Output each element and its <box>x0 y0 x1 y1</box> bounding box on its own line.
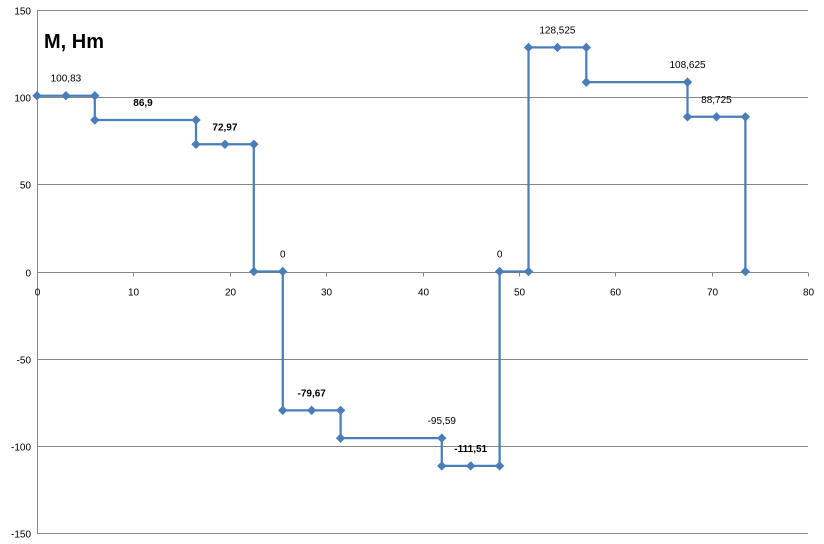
data-point-marker <box>465 461 476 471</box>
chart-title: M, Hm <box>44 31 104 53</box>
x-tick-label: 10 <box>128 288 140 299</box>
data-point-marker <box>682 77 693 87</box>
y-tick-label: -50 <box>17 356 32 367</box>
markers <box>32 42 751 471</box>
x-tick-label: 80 <box>803 288 815 299</box>
series-line <box>37 46 747 468</box>
y-tick-label: 150 <box>14 7 31 18</box>
data-point-marker <box>191 115 201 125</box>
data-label: -95,59 <box>428 416 457 427</box>
data-point-marker <box>581 42 592 53</box>
y-tick-label: -150 <box>11 530 31 541</box>
data-point-marker <box>249 266 259 277</box>
data-label: 0 <box>280 250 286 261</box>
data-point-marker <box>32 91 42 101</box>
data-point-marker <box>278 266 288 277</box>
series <box>37 46 747 468</box>
y-tick-label: 0 <box>25 269 31 280</box>
data-point-marker <box>278 405 288 416</box>
x-tick-label: 40 <box>418 288 430 299</box>
data-point-marker <box>191 139 201 149</box>
data-point-marker <box>220 139 230 149</box>
data-point-marker <box>437 433 447 443</box>
x-tick-label: 30 <box>321 288 333 299</box>
data-point-marker <box>335 433 346 443</box>
x-tick-label: 20 <box>225 288 237 299</box>
y-tick-label: -100 <box>11 443 31 454</box>
data-point-marker <box>740 266 751 277</box>
data-point-marker <box>61 91 71 101</box>
axes <box>37 10 809 533</box>
data-point-marker <box>711 112 722 122</box>
data-label: 88,725 <box>701 95 732 106</box>
data-point-marker <box>249 139 259 149</box>
data-point-marker <box>682 112 693 122</box>
y-tick-label: 100 <box>14 94 31 105</box>
tick-labels: 150 100 50 0 -50 -100 -150 0 10 20 30 40 50 60 70 80 <box>11 7 815 541</box>
data-label: 0 <box>497 250 503 261</box>
data-label: 86,9 <box>133 98 153 109</box>
data-point-marker <box>494 266 505 277</box>
data-point-marker <box>306 405 317 416</box>
data-point-marker <box>335 405 346 416</box>
data-labels: 100,83 86,9 72,97 0 -79,67 -95,59 -111,51 0 128,… <box>51 25 733 454</box>
x-tick-label: 60 <box>610 288 622 299</box>
x-tick-label: 0 <box>35 288 41 299</box>
data-point-marker <box>581 77 592 87</box>
data-point-marker <box>90 91 100 101</box>
data-label: -111,51 <box>454 444 487 455</box>
data-label: -79,67 <box>297 388 326 399</box>
y-tick-label: 50 <box>20 181 32 192</box>
data-label: 108,625 <box>669 60 706 71</box>
data-label: 100,83 <box>51 74 82 85</box>
data-point-marker <box>523 266 534 277</box>
x-tick-label: 70 <box>707 288 719 299</box>
data-label: 72,97 <box>212 122 237 133</box>
x-tick-label: 50 <box>514 288 526 299</box>
data-point-marker <box>494 461 505 471</box>
data-point-marker <box>437 461 447 471</box>
data-point-marker <box>90 115 100 125</box>
data-point-marker <box>740 112 751 122</box>
data-point-marker <box>552 42 563 53</box>
data-point-marker <box>523 42 534 53</box>
data-label: 128,525 <box>539 25 576 36</box>
